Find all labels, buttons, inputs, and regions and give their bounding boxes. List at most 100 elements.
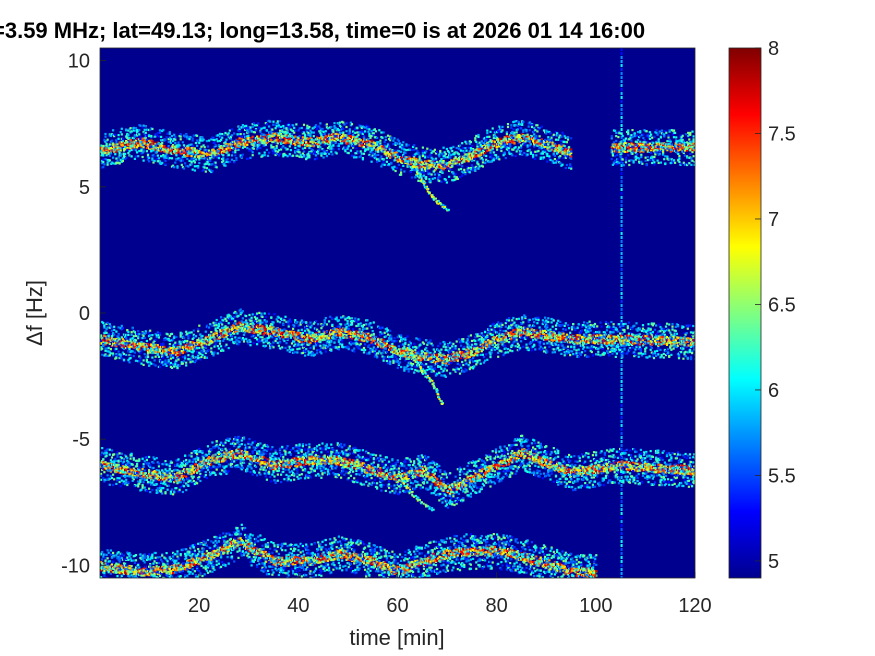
trace-halo-cell — [164, 359, 166, 361]
trace-halo-cell — [531, 124, 533, 126]
trace-halo-cell — [393, 166, 395, 168]
trace-halo-cell — [252, 154, 254, 156]
trace-halo-cell — [318, 125, 320, 127]
trace-halo-cell — [134, 136, 136, 138]
trace-halo-cell — [643, 141, 645, 143]
trace-halo-cell — [268, 152, 270, 154]
trace-halo-cell — [179, 364, 181, 366]
trace-halo-cell — [228, 132, 230, 134]
trace-halo-cell — [446, 148, 448, 150]
trace-halo-cell — [198, 142, 200, 144]
trace-halo-cell — [667, 134, 669, 136]
trace-cell — [147, 145, 149, 147]
trace-cell — [624, 151, 626, 153]
trace-halo-cell — [273, 124, 275, 126]
trace-halo-cell — [173, 166, 175, 168]
trace-halo-cell — [282, 145, 284, 147]
trace-cell — [130, 139, 132, 141]
trace-cell — [302, 136, 304, 138]
trace-halo-cell — [146, 150, 148, 152]
trace-halo-cell — [342, 122, 344, 124]
trace-halo-cell — [247, 135, 249, 137]
trace-halo-cell — [488, 136, 490, 138]
trace-cell — [689, 149, 691, 151]
trace-halo-cell — [373, 134, 375, 136]
trace-halo-cell — [122, 327, 124, 329]
trace-halo-cell — [155, 339, 157, 341]
trace-halo-cell — [472, 169, 474, 171]
trace-halo-cell — [568, 152, 570, 154]
trace-halo-cell — [425, 150, 427, 152]
trace-halo-cell — [124, 153, 126, 155]
trace-halo-cell — [241, 156, 243, 158]
trace-halo-cell — [282, 125, 284, 127]
trace-halo-cell — [111, 327, 113, 329]
trace-halo-cell — [200, 146, 202, 148]
trace-halo-cell — [338, 129, 340, 131]
trace-halo-cell — [203, 139, 205, 141]
trace-halo-cell — [116, 143, 118, 145]
trace-halo-cell — [209, 157, 211, 159]
trace-halo-cell — [194, 348, 196, 350]
trace-halo-cell — [447, 167, 449, 169]
trace-cell — [102, 339, 104, 341]
trace-halo-cell — [151, 357, 153, 359]
trace-halo-cell — [174, 142, 176, 144]
trace-halo-cell — [666, 156, 668, 158]
trace-halo-cell — [425, 176, 427, 178]
trace-halo-cell — [646, 130, 648, 132]
trace-halo-cell — [231, 134, 233, 136]
trace-halo-cell — [272, 121, 274, 123]
trace-halo-cell — [150, 363, 152, 365]
trace-halo-cell — [120, 354, 122, 356]
trace-halo-cell — [145, 125, 147, 127]
trace-halo-cell — [443, 147, 445, 149]
trace-halo-cell — [171, 333, 173, 335]
trace-cell — [496, 146, 498, 148]
trace-halo-cell — [669, 129, 671, 131]
trace-halo-cell — [647, 156, 649, 158]
trace-halo-cell — [440, 158, 442, 160]
trace-halo-cell — [331, 142, 333, 144]
trace-halo-cell — [142, 144, 144, 146]
trace-halo-cell — [270, 144, 272, 146]
trace-halo-cell — [143, 359, 145, 361]
trace-halo-cell — [693, 155, 695, 157]
vertical-line-cell — [621, 380, 623, 383]
trace-halo-cell — [471, 160, 473, 162]
trace-halo-cell — [507, 126, 509, 128]
trace-halo-cell — [471, 145, 473, 147]
trace-halo-cell — [508, 149, 510, 151]
trace-halo-cell — [133, 335, 135, 337]
trace-halo-cell — [295, 123, 297, 125]
trace-cell — [440, 167, 442, 169]
trace-cell — [527, 134, 529, 136]
trace-halo-cell — [205, 347, 207, 349]
trace-halo-cell — [319, 122, 321, 124]
trace-halo-cell — [299, 151, 301, 153]
trace-halo-cell — [535, 154, 537, 156]
trace-halo-cell — [188, 332, 190, 334]
trace-halo-cell — [504, 152, 506, 154]
trace-halo-cell — [682, 135, 684, 137]
trace-halo-cell — [179, 144, 181, 146]
trace-halo-cell — [143, 364, 145, 366]
trace-halo-cell — [470, 147, 472, 149]
trace-halo-cell — [678, 155, 680, 157]
trace-halo-cell — [195, 335, 197, 337]
trace-halo-cell — [254, 142, 256, 144]
trace-cell — [207, 153, 209, 155]
trace-halo-cell — [353, 156, 355, 158]
trace-halo-cell — [261, 154, 263, 156]
trace-halo-cell — [441, 164, 443, 166]
trace-halo-cell — [616, 154, 618, 156]
trace-halo-cell — [391, 166, 393, 168]
trace-halo-cell — [462, 147, 464, 149]
vertical-line-cell — [621, 116, 623, 119]
trace-halo-cell — [188, 350, 190, 352]
trace-cell — [101, 148, 103, 150]
trace-halo-cell — [146, 139, 148, 141]
trace-halo-cell — [134, 158, 136, 160]
trace-halo-cell — [302, 148, 304, 150]
trace-halo-cell — [612, 154, 614, 156]
